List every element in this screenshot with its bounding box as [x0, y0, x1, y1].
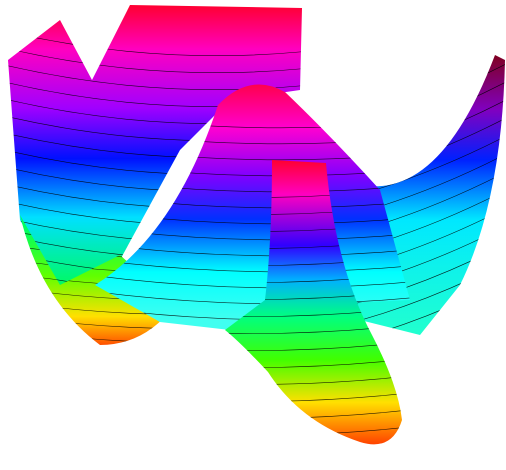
contour-line	[95, 227, 410, 257]
contour-line	[95, 163, 410, 193]
contour-line	[300, 207, 505, 293]
contour-line	[95, 179, 410, 209]
contour-line	[95, 195, 410, 225]
contour-line	[225, 378, 402, 402]
contour-line	[20, 269, 175, 315]
contour-line	[300, 261, 505, 335]
contour-line	[95, 259, 410, 289]
contour-line	[8, 9, 302, 57]
contour-line	[300, 225, 505, 311]
contour-line	[300, 279, 505, 335]
contour-line	[300, 135, 505, 221]
contour-line	[95, 99, 410, 129]
contour-line	[300, 153, 505, 239]
contour-line	[300, 171, 505, 257]
contour-line	[95, 147, 410, 177]
contour-line	[95, 115, 410, 145]
contour-line	[225, 361, 402, 385]
contour-line	[225, 429, 402, 445]
contour-line	[95, 243, 410, 273]
contour-line	[95, 275, 410, 305]
contour-line	[225, 310, 402, 334]
contour-line	[300, 243, 505, 329]
contour-line	[95, 131, 410, 161]
contour-line	[0, 447, 506, 470]
contour-line	[225, 293, 402, 317]
contour-line	[20, 241, 175, 287]
contour-line	[20, 255, 175, 301]
contour-line	[95, 211, 410, 241]
contour-line	[225, 327, 402, 351]
contour-line	[8, 26, 302, 74]
contour-line	[300, 189, 505, 275]
contour-line	[225, 395, 402, 419]
contour-line	[225, 412, 402, 436]
